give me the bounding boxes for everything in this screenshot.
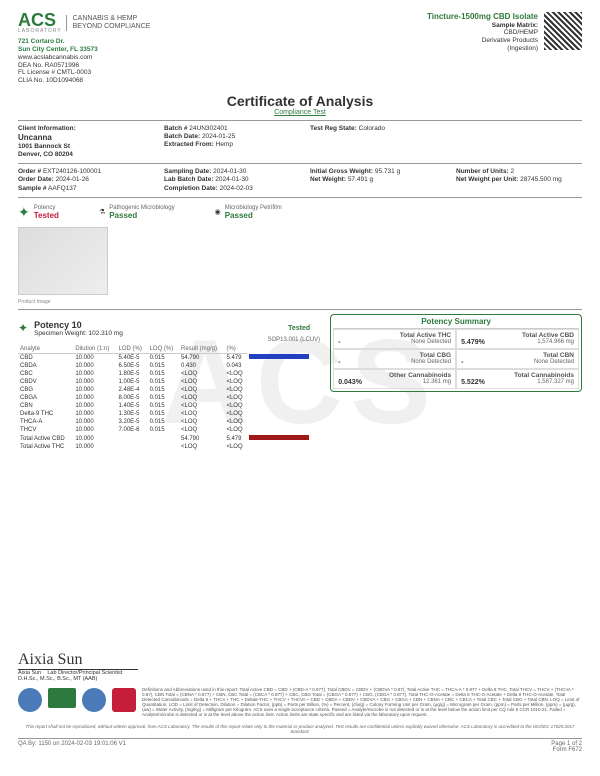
- definitions: Definitions and Abbreviations used in th…: [142, 688, 582, 718]
- microbe-icon: ⚗: [99, 208, 105, 216]
- potency-summary: Potency Summary Total Active THC-None De…: [330, 314, 582, 392]
- matrix1: CBD/HEMP: [427, 29, 538, 37]
- iso-badge: [82, 688, 106, 712]
- tagline2: BEYOND COMPLIANCE: [73, 23, 151, 31]
- cert-title: Certificate of Analysis: [18, 93, 582, 109]
- matrix3: (Ingestion): [427, 45, 538, 53]
- fl-license: FL License # CMTL-0003: [18, 69, 150, 77]
- client-section: Client Information:: [18, 125, 144, 133]
- form-num: Form F672: [551, 747, 582, 753]
- leaf-icon: ✦: [18, 321, 28, 335]
- specimen-weight: Specimen Weight: 102.310 mg: [34, 330, 123, 337]
- addr2: Sun City Center, FL 33573: [18, 46, 150, 54]
- clia: CLIA No. 10D1094068: [18, 77, 150, 85]
- cert-subtitle: Compliance Test: [18, 109, 582, 116]
- matrix-label: Sample Matrix:: [427, 22, 538, 30]
- addr1: 721 Cortaro Dr.: [18, 38, 150, 46]
- cert-badge: [112, 688, 136, 712]
- tested-label: Tested: [288, 325, 310, 332]
- leaf-icon: ✦: [18, 204, 30, 221]
- product-image: [18, 227, 108, 295]
- disclaimer: This report shall not be reproduced, wit…: [18, 724, 582, 734]
- logo-sub: LABORATORY: [18, 28, 62, 34]
- dea: DEA No. RA0571996: [18, 62, 150, 70]
- tagline1: CANNABIS & HEMP: [73, 15, 151, 23]
- sop: SOP13.001 (LCUV): [18, 337, 320, 343]
- logo-text: ACS: [18, 12, 62, 28]
- client-name: Uncanna: [18, 133, 144, 143]
- client-addr1: 1001 Bannock St: [18, 143, 144, 151]
- website: www.acslabcannabis.com: [18, 54, 150, 62]
- client-addr2: Denver, CO 80204: [18, 151, 144, 159]
- status-row: ✦ Potency Tested ⚗ Pathogenic Microbiolo…: [18, 204, 582, 221]
- accred-badge: [18, 688, 42, 712]
- potency-title: Potency 10: [34, 320, 123, 330]
- product-title: Tincture-1500mg CBD Isolate: [427, 12, 538, 22]
- signature: Aixia Sun: [18, 651, 138, 670]
- qr-code: [544, 12, 582, 50]
- matrix2: Derivative Products: [427, 37, 538, 45]
- header: ACS LABORATORY CANNABIS & HEMP BEYOND CO…: [18, 12, 582, 85]
- ahca-badge: [48, 688, 76, 708]
- potency-table: AnalyteDilution (1:n)LOD (%)LOQ (%)Resul…: [18, 345, 320, 452]
- qa-line: QA By: 1150 on 2024-02-03 19:01:06 V1: [18, 741, 126, 753]
- petri-icon: ◉: [215, 208, 221, 216]
- client-info: Client Information: Uncanna 1001 Bannock…: [18, 125, 582, 193]
